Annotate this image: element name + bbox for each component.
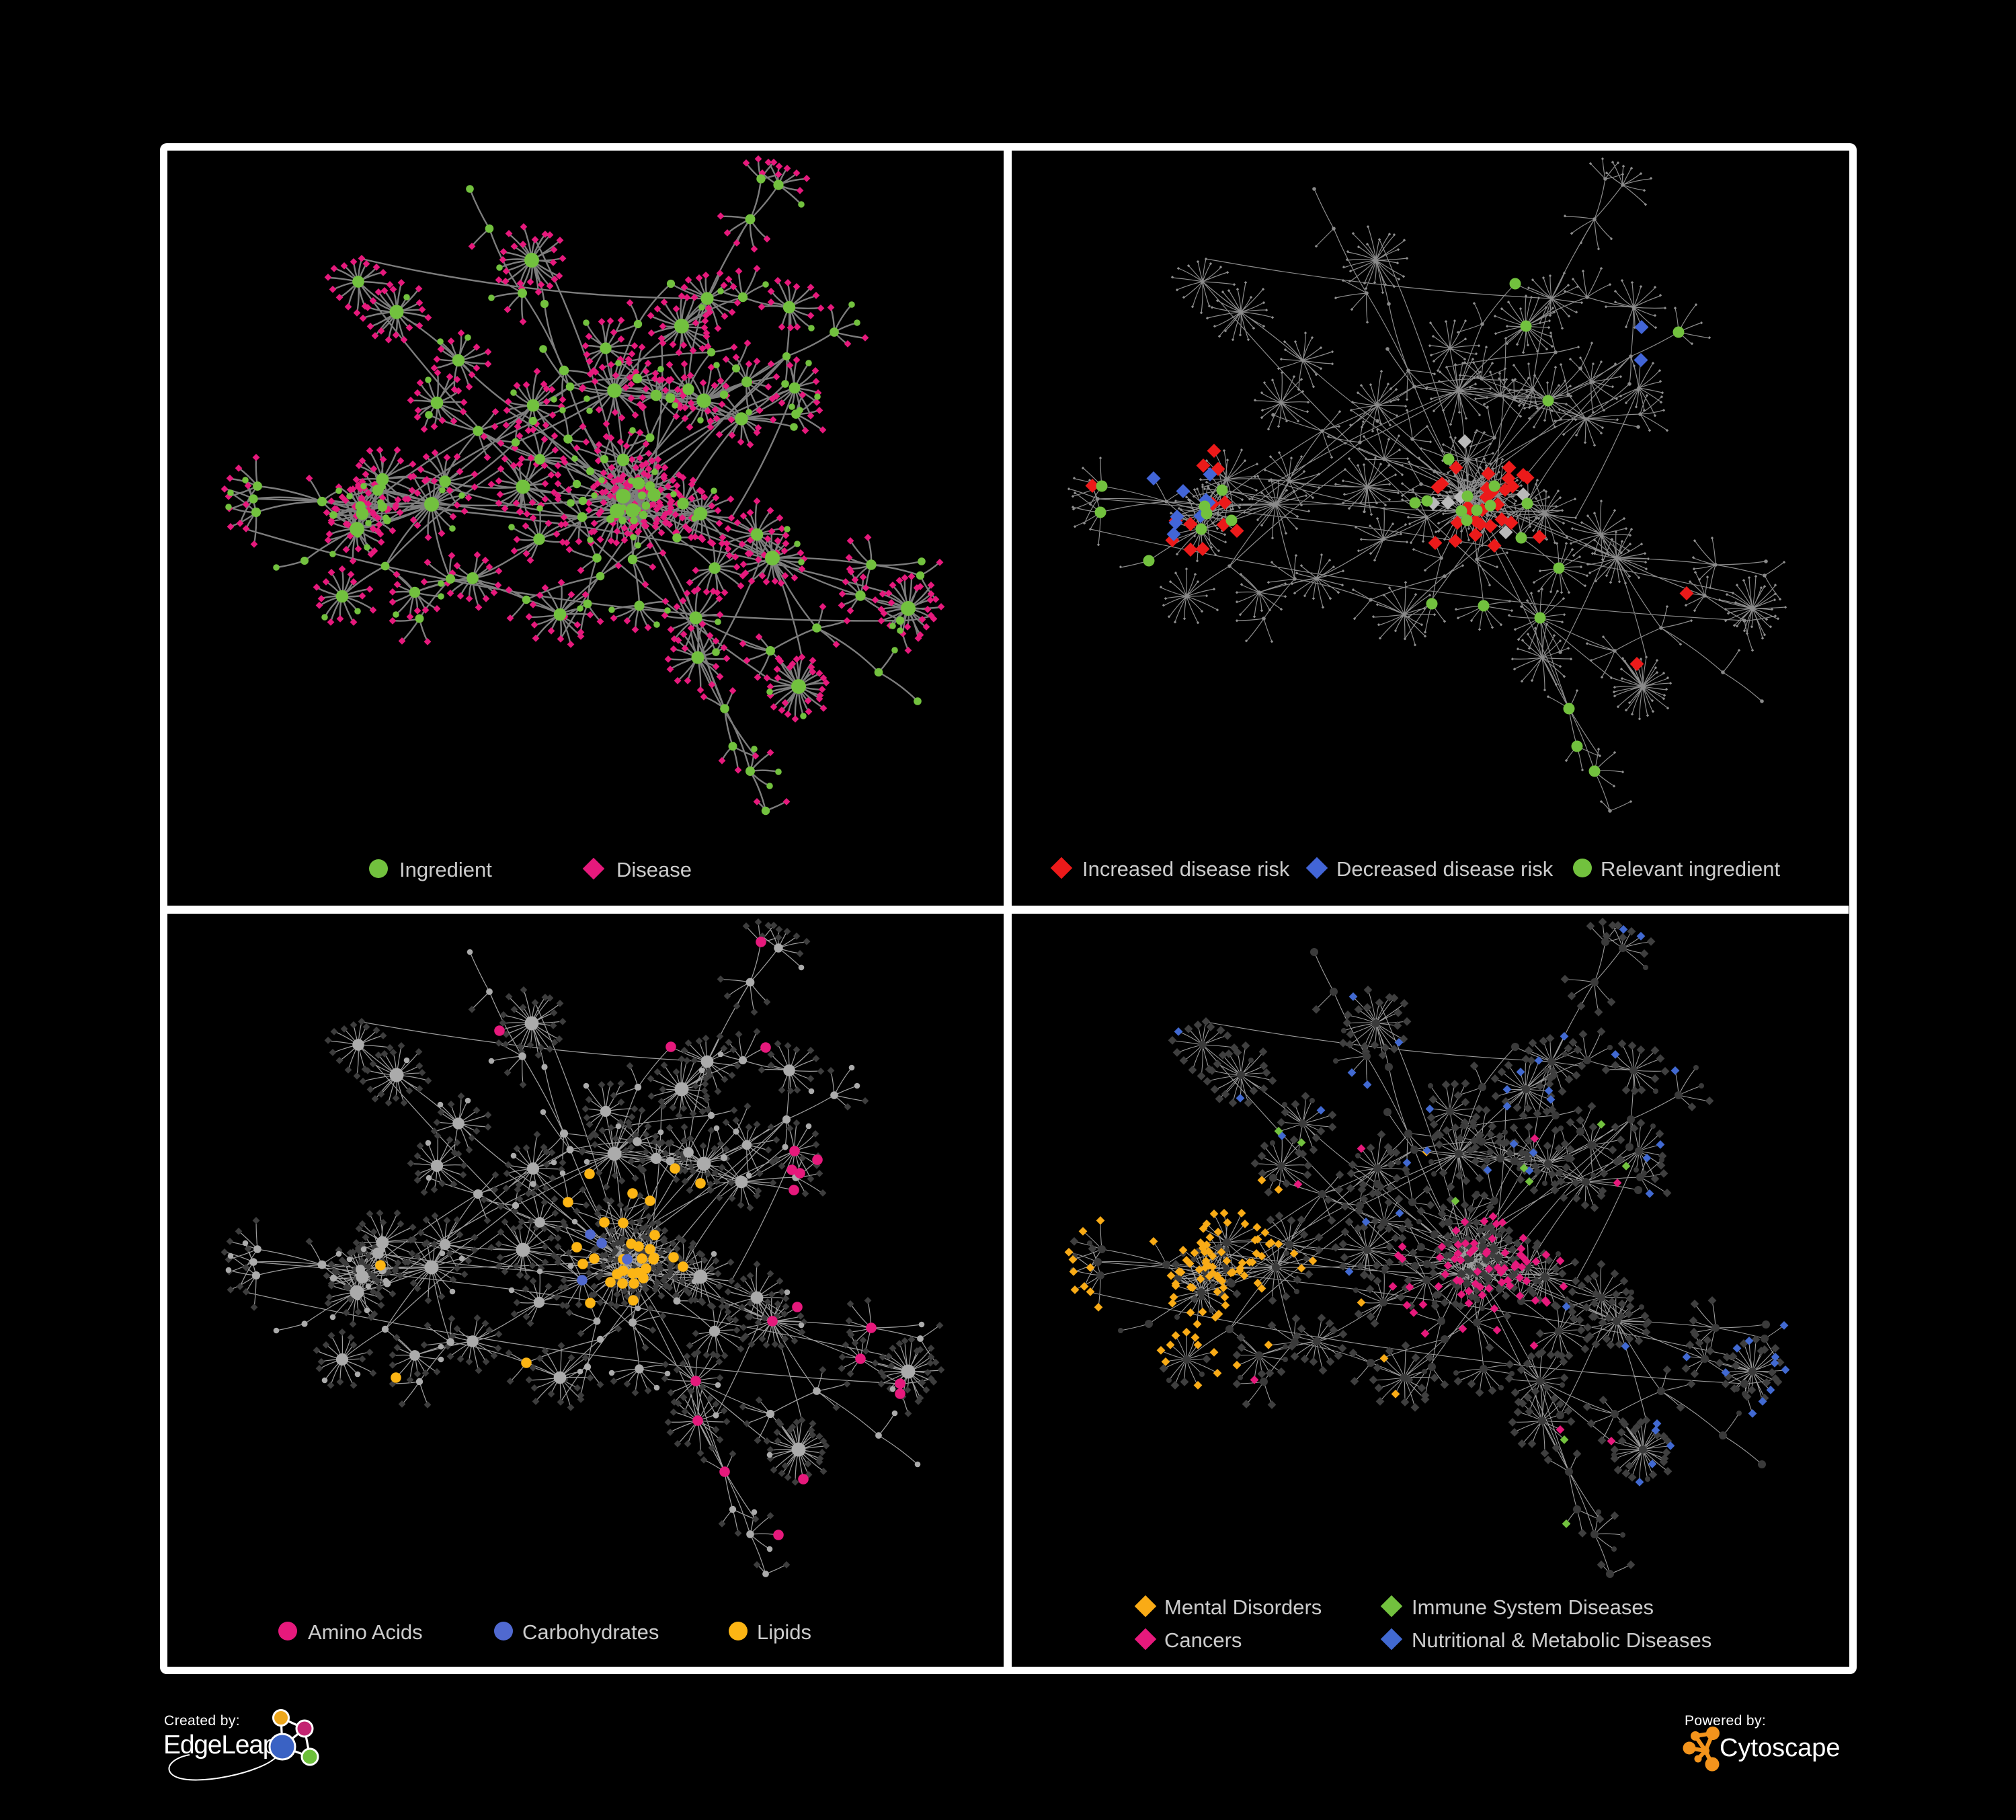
svg-text:Cytoscape: Cytoscape — [1720, 1734, 1841, 1762]
svg-text:EdgeLeap: EdgeLeap — [163, 1731, 277, 1759]
